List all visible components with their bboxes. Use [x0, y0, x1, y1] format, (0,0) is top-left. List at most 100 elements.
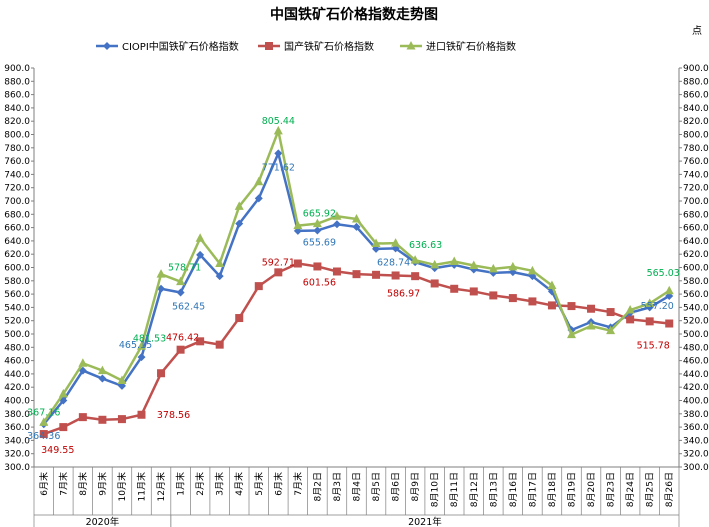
data-point-square [78, 413, 87, 422]
x-tick-label: 8月3日 [332, 472, 343, 501]
data-point-square [450, 284, 459, 293]
axes: 300.0 300.0 320.0 320.0 340.0 340.0 360.0 360.0… [4, 64, 709, 527]
x-tick-label: 8月13日 [488, 472, 499, 507]
x-tick-label: 6月末 [38, 472, 50, 496]
data-point-square [235, 314, 244, 323]
data-point-square [606, 308, 615, 317]
y-tick-label-right: 860.0 [683, 91, 709, 101]
y-tick-label-left: 440.0 [4, 370, 30, 380]
data-point-square [391, 271, 400, 280]
data-label: 465.15 [119, 340, 152, 351]
data-point-square [372, 270, 381, 279]
data-point-triangle [137, 341, 146, 350]
x-tick-label: 10月末 [116, 472, 128, 501]
data-point-square [98, 415, 107, 424]
x-tick-label: 8月12日 [469, 472, 480, 507]
data-point-triangle [606, 325, 616, 335]
y-tick-label-left: 780.0 [4, 144, 30, 154]
y-tick-label-right: 560.0 [683, 290, 709, 300]
data-point-triangle [254, 176, 264, 186]
data-point-triangle [406, 41, 416, 50]
x-tick-label: 8月2日 [312, 472, 323, 501]
series-1 [39, 259, 674, 439]
x-tick-label: 11月末 [136, 472, 148, 501]
y-tick-label-right: 520.0 [683, 317, 709, 327]
data-point-diamond [352, 222, 361, 231]
y-tick-label-right: 780.0 [683, 144, 709, 154]
x-tick-label: 3月末 [214, 472, 226, 496]
data-label: 378.56 [157, 410, 190, 421]
y-tick-label-left: 680.0 [4, 210, 30, 220]
data-point-triangle [488, 263, 498, 273]
data-point-triangle [58, 388, 68, 398]
y-tick-label-right: 600.0 [683, 264, 709, 274]
data-point-triangle [547, 280, 557, 289]
data-label: 636.63 [409, 240, 442, 251]
data-point-triangle [508, 261, 518, 271]
data-point-square [567, 302, 576, 311]
y-tick-label-left: 500.0 [4, 330, 30, 340]
y-tick-label-left: 340.0 [4, 436, 30, 446]
data-label: 349.55 [41, 445, 74, 456]
data-point-triangle [234, 201, 244, 210]
data-point-square [352, 270, 361, 279]
data-point-triangle [117, 375, 127, 385]
data-label: 665.92 [303, 209, 336, 220]
data-point-square [469, 287, 478, 296]
data-point-diamond [215, 272, 224, 281]
y-tick-label-left: 700.0 [4, 197, 30, 207]
data-point-triangle [410, 255, 420, 264]
x-tick-label: 1月末 [175, 472, 187, 496]
legend-label: 进口铁矿石价格指数 [426, 40, 516, 53]
data-point-triangle [39, 417, 49, 426]
data-label: 481.53 [133, 333, 166, 344]
data-point-triangle [567, 329, 576, 339]
x-tick-label: 8月17日 [527, 472, 538, 507]
data-label: 592.71 [262, 257, 295, 268]
data-label: 578.71 [168, 263, 201, 274]
data-point-triangle [215, 258, 225, 268]
y-tick-label-right: 900.0 [683, 64, 709, 74]
y-tick-label-right: 460.0 [683, 357, 709, 367]
y-tick-label-left: 420.0 [4, 383, 30, 393]
data-point-triangle [645, 298, 655, 307]
y-tick-label-left: 380.0 [4, 410, 30, 420]
data-point-square [254, 282, 263, 291]
y-tick-label-left: 660.0 [4, 224, 30, 234]
x-tick-label: 8月19日 [567, 472, 578, 507]
data-point-triangle [78, 358, 88, 367]
y-tick-label-left: 460.0 [4, 357, 30, 367]
data-point-diamond [254, 194, 263, 203]
y-tick-label-right: 380.0 [683, 410, 709, 420]
x-tick-label: 6月末 [272, 472, 284, 496]
data-point-square [117, 415, 126, 424]
y-tick-label-right: 840.0 [683, 104, 709, 114]
y-tick-label-left: 320.0 [4, 450, 30, 460]
data-label: 476.42 [166, 333, 199, 344]
data-point-square [528, 297, 537, 306]
data-point-triangle [195, 233, 205, 242]
y-tick-label-left: 560.0 [4, 290, 30, 300]
x-tick-label: 8月25日 [645, 472, 656, 507]
data-point-triangle [332, 211, 342, 220]
y-tick-label-right: 400.0 [683, 397, 709, 407]
legend-label: CIOPI中国铁矿石价格指数 [122, 40, 239, 53]
y-tick-label-right: 880.0 [683, 77, 709, 87]
legend-label: 国产铁矿石价格指数 [284, 40, 374, 53]
data-point-diamond [103, 42, 111, 50]
x-tick-label: 8月16日 [508, 472, 519, 507]
data-point-square [157, 369, 166, 378]
y-tick-label-right: 680.0 [683, 210, 709, 220]
data-point-triangle [664, 285, 674, 295]
x-tick-label: 8月10日 [430, 472, 441, 507]
x-tick-label: 8月23日 [606, 472, 617, 507]
y-tick-label-right: 800.0 [683, 131, 709, 141]
data-point-diamond [98, 374, 107, 383]
y-tick-label-right: 500.0 [683, 330, 709, 340]
y-tick-label-left: 900.0 [4, 64, 30, 74]
x-tick-label: 7月末 [57, 472, 69, 496]
data-label: 771.62 [262, 162, 295, 173]
data-point-square [332, 267, 341, 276]
data-label: 364.36 [27, 431, 60, 442]
